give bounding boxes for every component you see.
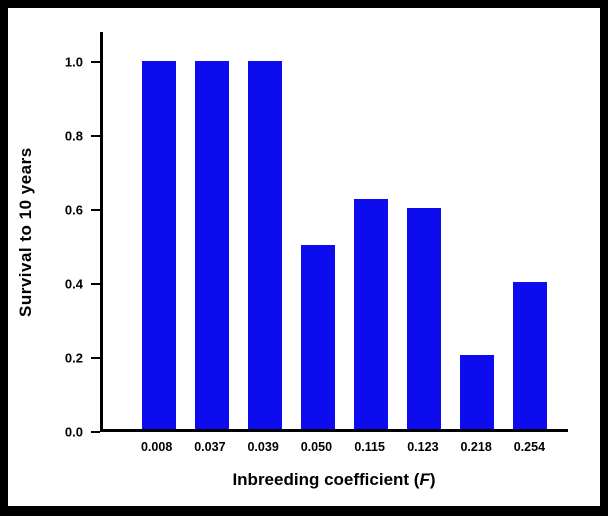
y-tick-label: 0.4 (64, 276, 83, 292)
y-tick-label: 0.8 (64, 128, 83, 144)
bar-slot (239, 32, 292, 429)
y-tick-mark (91, 134, 100, 137)
bar-slot (186, 32, 239, 429)
x-tick-labels: 0.008 0.037 0.039 0.050 0.115 0.123 0.218 0.254 (100, 440, 568, 454)
chart-canvas: Survival to 10 years 0.0 0.2 0.4 0.6 0.8 1.0 … (8, 8, 600, 506)
y-tick-mark (91, 356, 100, 359)
bar-0.037 (195, 61, 230, 429)
x-axis-title-variable: F (419, 470, 430, 489)
bar-slot (450, 32, 503, 429)
y-axis-title: Survival to 10 years (16, 147, 35, 317)
bar-0.050 (301, 245, 336, 429)
x-tick-label: 0.039 (247, 440, 279, 454)
bar-0.008 (142, 61, 177, 429)
plot-area (100, 32, 568, 432)
bar-0.218 (459, 355, 494, 429)
bar-0.115 (353, 199, 388, 429)
y-tick-mark (91, 60, 100, 63)
x-tick-label: 0.218 (460, 440, 492, 454)
x-tick-label: 0.037 (194, 440, 226, 454)
y-tick-mark (91, 431, 100, 433)
y-axis-ticks: 0.0 0.2 0.4 0.6 0.8 1.0 (44, 32, 100, 440)
bar-slot (345, 32, 398, 429)
bar-slot (397, 32, 450, 429)
y-tick-mark (91, 282, 100, 285)
y-tick-label: 0.6 (64, 202, 83, 218)
x-tick-label: 0.050 (300, 440, 333, 454)
x-axis-title: Inbreeding coefficient (F) (100, 470, 568, 490)
x-tick-label: 0.115 (354, 440, 385, 454)
bar-0.254 (512, 281, 547, 429)
x-tick-label: 0.254 (513, 440, 546, 454)
bar-slot (133, 32, 186, 429)
bar-0.123 (406, 208, 441, 429)
y-tick-mark (91, 208, 100, 211)
bar-slot (503, 32, 556, 429)
bar-0.039 (248, 61, 283, 429)
x-tick-label: 0.008 (140, 440, 173, 454)
y-tick-label: 0.2 (64, 350, 83, 366)
y-tick-label: 1.0 (64, 54, 83, 70)
x-tick-label: 0.123 (407, 440, 439, 454)
bar-slot (292, 32, 345, 429)
x-axis-title-prefix: Inbreeding coefficient ( (232, 470, 420, 489)
x-axis-title-suffix: ) (429, 470, 436, 489)
y-tick-label: 0.0 (64, 424, 83, 440)
